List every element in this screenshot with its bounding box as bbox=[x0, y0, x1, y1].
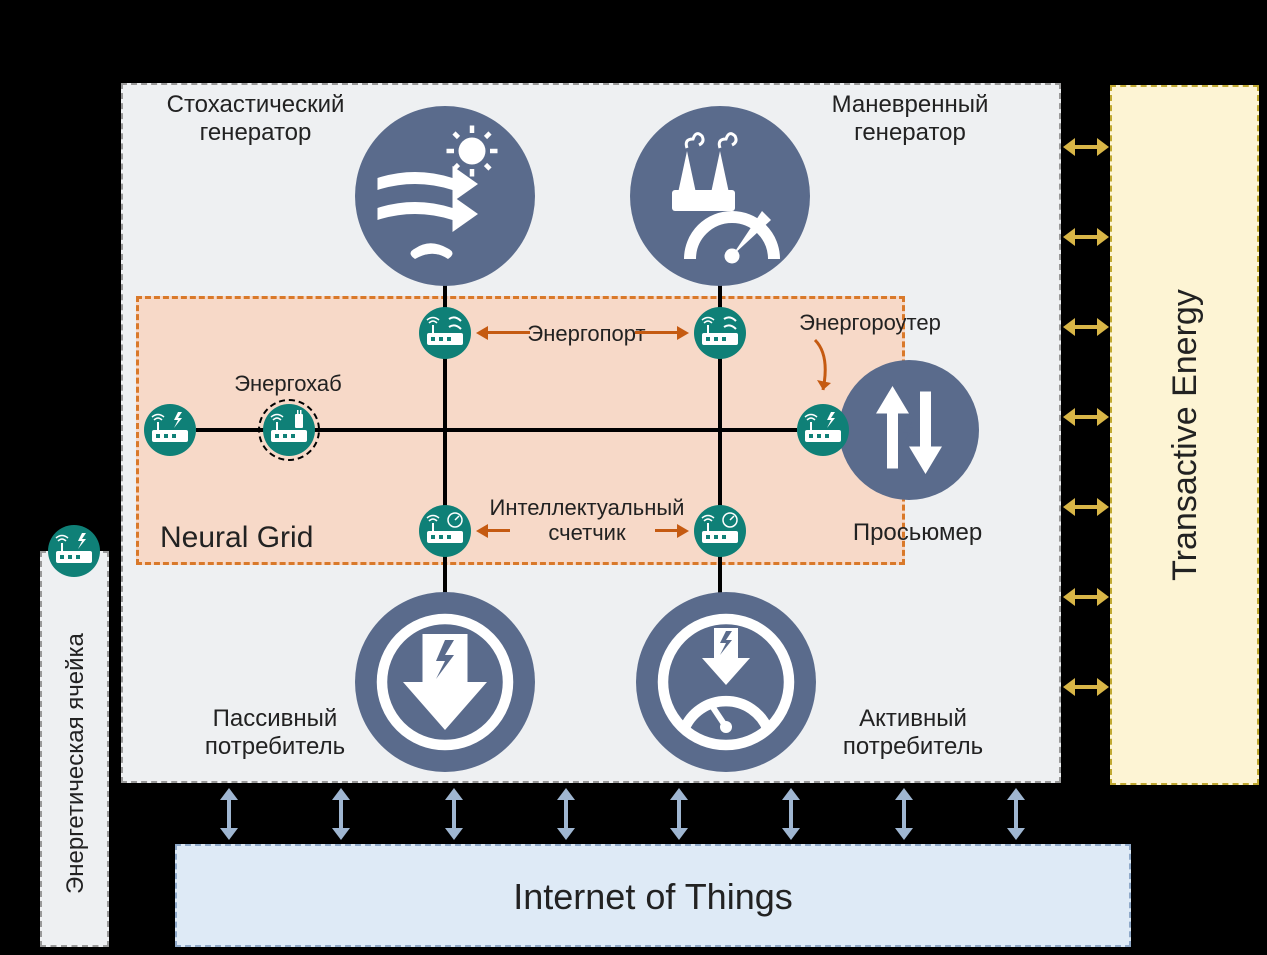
prosumer-label: Просьюмер bbox=[845, 519, 990, 547]
iot-box: Internet of Things bbox=[175, 844, 1131, 947]
smartmeter-node-2 bbox=[694, 505, 746, 557]
powerplant-gauge-icon bbox=[645, 121, 795, 271]
iot-connection-arrow bbox=[452, 790, 456, 838]
energoport-node-1 bbox=[419, 307, 471, 359]
te-connection-arrow bbox=[1065, 145, 1107, 149]
energoport-arrow-left bbox=[488, 331, 530, 334]
iot-connection-arrow bbox=[789, 790, 793, 838]
cell-router-node bbox=[48, 525, 100, 577]
active-consumer-node bbox=[636, 592, 816, 772]
smartmeter-node-1 bbox=[419, 505, 471, 557]
energoport-arrow-right bbox=[635, 331, 677, 334]
te-connection-arrow bbox=[1065, 595, 1107, 599]
energorouter-node bbox=[797, 404, 849, 456]
passive-consumer-label: Пассивный потребитель bbox=[195, 705, 355, 760]
down-gauge-icon bbox=[651, 607, 801, 757]
maneuver-generator-label: Маневренный генератор bbox=[820, 91, 1000, 146]
energohab-label: Энергохаб bbox=[223, 371, 353, 396]
energorouter-arrow-icon bbox=[795, 335, 855, 410]
te-connection-arrow bbox=[1065, 505, 1107, 509]
prosumer-node bbox=[839, 360, 979, 500]
transactive-energy-label: Transactive Energy bbox=[1166, 289, 1205, 581]
smartmeter-arrow-left bbox=[488, 529, 510, 532]
neural-grid-title: Neural Grid bbox=[160, 521, 360, 556]
passive-consumer-node bbox=[355, 592, 535, 772]
iot-connection-arrow bbox=[677, 790, 681, 838]
stochastic-generator-node bbox=[355, 106, 535, 286]
left-router-node bbox=[144, 404, 196, 456]
iot-connection-arrow bbox=[564, 790, 568, 838]
energy-cell-box: Энергетическая ячейка bbox=[40, 551, 109, 947]
te-connection-arrow bbox=[1065, 415, 1107, 419]
energorouter-label: Энергороутер bbox=[785, 310, 955, 335]
active-consumer-label: Активный потребитель bbox=[828, 705, 998, 760]
iot-connection-arrow bbox=[1014, 790, 1018, 838]
up-down-bolt-icon bbox=[854, 375, 964, 485]
transactive-energy-box: Transactive Energy bbox=[1110, 85, 1259, 785]
iot-connection-arrow bbox=[339, 790, 343, 838]
energohab-dashed-ring bbox=[258, 399, 320, 461]
energoport-label: Энергопорт bbox=[519, 321, 654, 346]
maneuver-generator-node bbox=[630, 106, 810, 286]
stochastic-generator-label: Стохастический генератор bbox=[158, 91, 353, 146]
smartmeter-arrow-right bbox=[655, 529, 677, 532]
sun-wind-icon bbox=[370, 121, 520, 271]
te-connection-arrow bbox=[1065, 235, 1107, 239]
down-bolt-icon bbox=[370, 607, 520, 757]
energoport-node-2 bbox=[694, 307, 746, 359]
te-connection-arrow bbox=[1065, 685, 1107, 689]
smartmeter-label: Интеллектуальный счетчик bbox=[482, 495, 692, 546]
energy-cell-label: Энергетическая ячейка bbox=[62, 603, 90, 925]
te-connection-arrow bbox=[1065, 325, 1107, 329]
iot-connection-arrow bbox=[902, 790, 906, 838]
iot-connection-arrow bbox=[227, 790, 231, 838]
iot-label: Internet of Things bbox=[177, 876, 1129, 917]
